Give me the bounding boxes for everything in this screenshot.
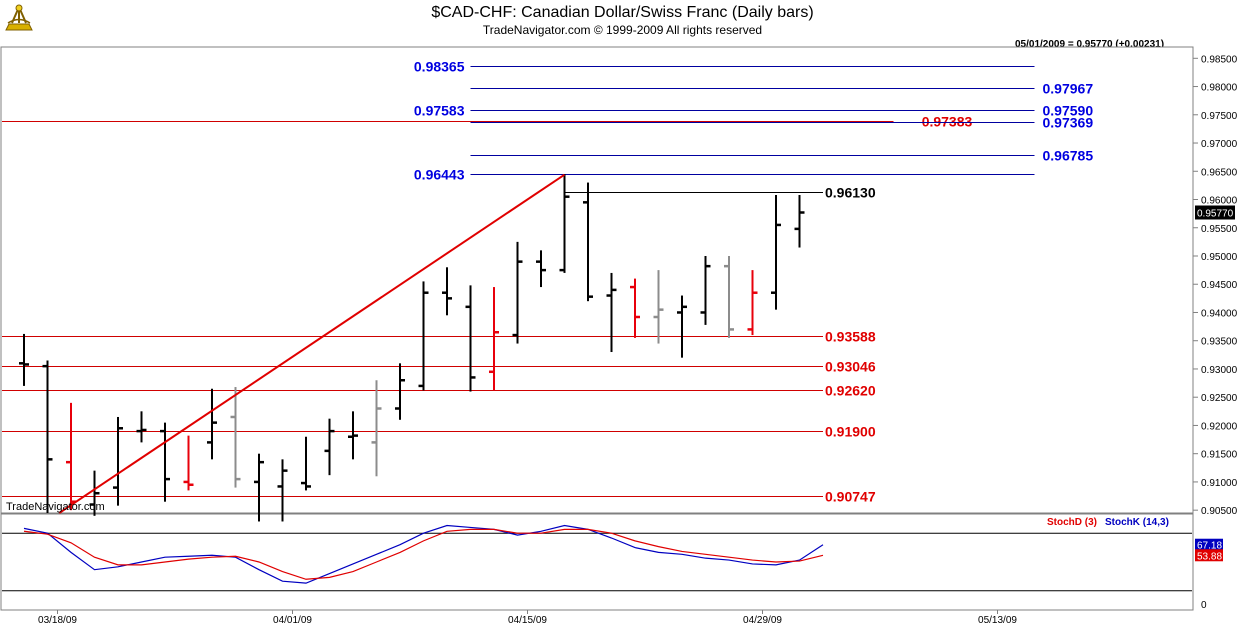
price-tick-label: 0.93000 — [1201, 365, 1238, 376]
price-tick-label: 0.93500 — [1201, 337, 1238, 348]
ohlc-bar — [301, 436, 311, 491]
chart-title: $CAD-CHF: Canadian Dollar/Swiss Franc (D… — [431, 4, 814, 21]
price-tick-label: 0.95500 — [1201, 224, 1238, 235]
ohlc-bar — [653, 270, 664, 344]
level-label-0.96443: 0.96443 — [414, 167, 465, 183]
price-tick-label: 0.96500 — [1201, 167, 1238, 178]
level-label-0.96130: 0.96130 — [825, 185, 876, 201]
ohlc-bar — [160, 422, 170, 502]
stoch-d-legend: StochD (3) — [1047, 517, 1097, 528]
ohlc-bar — [700, 255, 711, 325]
date-tick-label: 04/15/09 — [508, 615, 547, 626]
ohlc-bar — [348, 411, 358, 460]
date-axis: 03/18/09 04/01/09 04/15/09 04/29/09 05/13/09 — [38, 610, 1017, 626]
trendline — [58, 173, 566, 514]
ohlc-bar — [559, 174, 570, 273]
ohlc-bar — [442, 267, 452, 316]
price-tick-label: 0.92500 — [1201, 393, 1238, 404]
stoch-line-0 — [23, 524, 824, 584]
ohlc-bar — [254, 453, 264, 522]
ohlc-bar — [324, 418, 335, 476]
stoch-k-value-box — [1195, 538, 1223, 551]
stoch-line-1 — [23, 528, 824, 580]
ohlc-bar — [536, 250, 546, 288]
ohlc-bar — [371, 380, 382, 477]
ohlc-bar — [489, 287, 499, 391]
ohlc-bar — [583, 182, 593, 302]
date-tick-label: 05/13/09 — [978, 615, 1017, 626]
watermark-label: TradeNavigator.com — [6, 501, 105, 513]
ohlc-bar — [207, 388, 217, 460]
ohlc-bar — [677, 295, 687, 358]
price-plot-frame — [0, 46, 1194, 514]
stoch-k-value: 67.18 — [1197, 541, 1222, 552]
price-readout: 05/01/2009 = 0.95770 (+0.00231) — [1015, 39, 1165, 50]
price-tick-label: 0.91500 — [1201, 450, 1238, 461]
level-label-0.92620: 0.92620 — [825, 383, 876, 399]
ohlc-bar — [794, 194, 805, 248]
stoch-tick-label: 0 — [1201, 600, 1207, 611]
ohlc-bar — [89, 470, 100, 516]
level-label-0.97590: 0.97590 — [1043, 103, 1094, 119]
ohlc-bar — [418, 281, 429, 391]
ohlc-bar — [771, 194, 781, 310]
level-label-0.97583: 0.97583 — [414, 103, 465, 119]
level-label-0.91900: 0.91900 — [825, 424, 876, 440]
level-label-0.93588: 0.93588 — [825, 329, 876, 345]
chart-subtitle: TradeNavigator.com © 1999-2009 All right… — [482, 23, 763, 37]
date-tick-label: 04/29/09 — [743, 615, 782, 626]
price-tick-label: 0.95000 — [1201, 252, 1238, 263]
ohlc-bar — [230, 387, 241, 488]
price-tick-label: 0.97000 — [1201, 139, 1238, 150]
ohlc-bar — [606, 272, 617, 353]
price-bars — [19, 174, 805, 522]
level-label-0.98365: 0.98365 — [414, 59, 465, 75]
ohlc-bar — [630, 278, 640, 338]
level-lines: 0.98365 0.97967 0.97583 0.97590 0.97383 0.973… — [2, 59, 1093, 505]
stoch-plot-frame — [0, 513, 1194, 611]
price-tick-label: 0.98500 — [1201, 54, 1238, 65]
ohlc-bar — [747, 270, 758, 336]
price-tick-label: 0.92000 — [1201, 421, 1238, 432]
ohlc-bar — [183, 435, 194, 491]
level-label-0.96785: 0.96785 — [1043, 148, 1094, 164]
stoch-d-value-box — [1195, 549, 1223, 562]
ohlc-bar — [465, 285, 476, 392]
sextant-logo-icon — [5, 4, 33, 31]
ohlc-bar — [42, 360, 53, 513]
last-price-label: 0.95770 — [1197, 209, 1234, 220]
price-tick-label: 0.94000 — [1201, 308, 1238, 319]
price-tick-label: 0.91000 — [1201, 478, 1238, 489]
price-tick-label: 0.90500 — [1201, 506, 1238, 517]
ohlc-bar — [113, 416, 123, 506]
level-label-0.90747: 0.90747 — [825, 489, 876, 505]
price-tick-label: 0.97500 — [1201, 111, 1238, 122]
date-tick-label: 04/01/09 — [273, 615, 312, 626]
ohlc-bar — [136, 411, 147, 443]
price-axis: 0.98500 0.98000 0.97500 0.97000 0.96500 0.960… — [1193, 54, 1238, 517]
last-price-box — [1195, 205, 1235, 220]
stoch-d-value: 53.88 — [1197, 551, 1222, 562]
level-label-0.97967: 0.97967 — [1043, 81, 1094, 97]
trendline-layer — [58, 173, 566, 514]
price-tick-label: 0.96000 — [1201, 196, 1238, 207]
ohlc-bar — [724, 255, 734, 338]
ohlc-bar — [19, 333, 29, 386]
ohlc-bar — [277, 459, 288, 522]
date-tick-label: 03/18/09 — [38, 615, 77, 626]
level-label-0.97369: 0.97369 — [1043, 115, 1094, 131]
stoch-k-legend: StochK (14,3) — [1105, 517, 1169, 528]
ohlc-bar — [395, 363, 405, 420]
ohlc-bar — [512, 241, 523, 344]
price-tick-label: 0.98000 — [1201, 83, 1238, 94]
level-label-0.97383: 0.97383 — [922, 114, 973, 130]
level-label-0.93046: 0.93046 — [825, 359, 876, 375]
price-tick-label: 0.94500 — [1201, 280, 1238, 291]
